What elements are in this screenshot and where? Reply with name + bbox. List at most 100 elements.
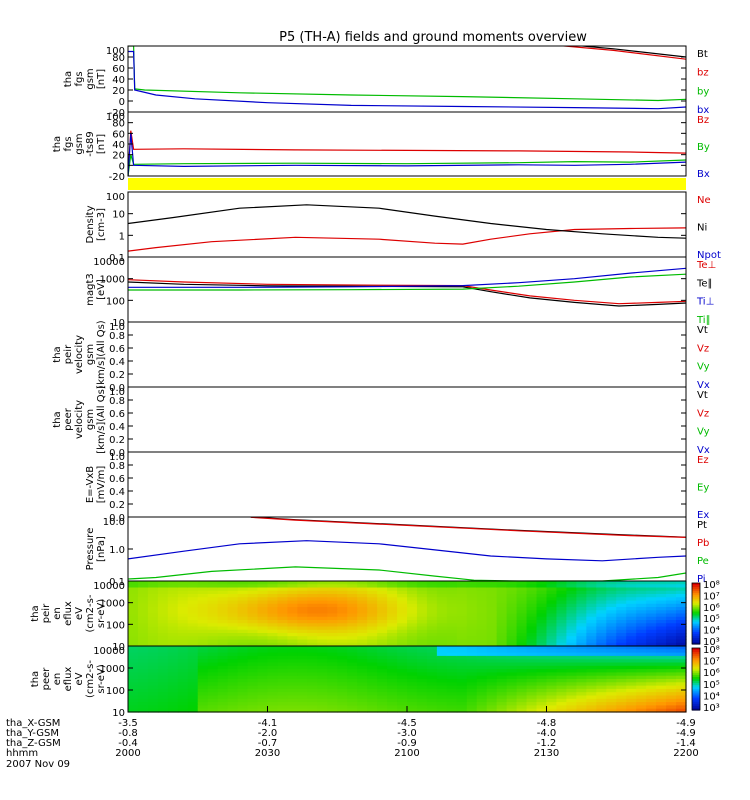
heatmap-cell bbox=[167, 597, 179, 602]
heatmap-cell bbox=[676, 682, 687, 687]
heatmap-cell bbox=[317, 590, 328, 595]
heatmap-cell bbox=[566, 692, 577, 697]
heatmap-cell bbox=[626, 679, 637, 683]
heatmap-cell bbox=[466, 623, 478, 628]
heatmap-cell bbox=[128, 692, 139, 697]
series-line-1-3 bbox=[128, 46, 686, 102]
heatmap-cell bbox=[157, 695, 169, 700]
heatmap-cell bbox=[646, 665, 657, 670]
heatmap-cell bbox=[626, 613, 637, 618]
colorbar-segment bbox=[692, 635, 700, 639]
heatmap-cell bbox=[596, 584, 607, 589]
heatmap-cell bbox=[666, 649, 677, 654]
heatmap-cell bbox=[526, 613, 538, 618]
y-tick-label: 10 bbox=[112, 210, 125, 221]
heatmap-cell bbox=[387, 633, 398, 637]
heatmap-cell bbox=[337, 587, 348, 592]
heatmap-cell bbox=[147, 649, 159, 654]
heatmap-cell bbox=[147, 590, 159, 595]
heatmap-cell bbox=[197, 590, 209, 595]
heatmap-cell bbox=[466, 665, 478, 670]
heatmap-cell bbox=[357, 581, 368, 585]
heatmap-cell bbox=[197, 682, 209, 687]
heatmap-cell bbox=[227, 642, 239, 647]
heatmap-cell bbox=[277, 665, 289, 670]
heatmap-cell bbox=[267, 679, 279, 683]
heatmap-cell bbox=[476, 603, 488, 608]
heatmap-cell bbox=[177, 613, 189, 618]
heatmap-cell bbox=[506, 688, 518, 693]
heatmap-cell bbox=[466, 597, 478, 602]
heatmap-cell bbox=[377, 649, 388, 654]
heatmap-cell bbox=[616, 649, 627, 654]
heatmap-cell bbox=[128, 623, 139, 628]
heatmap-cell bbox=[367, 652, 378, 657]
heatmap-cell bbox=[456, 642, 468, 647]
heatmap-cell bbox=[407, 672, 418, 677]
heatmap-cell bbox=[397, 679, 408, 683]
heatmap-cell bbox=[157, 682, 169, 687]
heatmap-cell bbox=[317, 665, 328, 670]
heatmap-cell bbox=[586, 603, 597, 608]
heatmap-cell bbox=[187, 708, 199, 713]
heatmap-cell bbox=[357, 708, 368, 713]
heatmap-cell bbox=[277, 603, 289, 608]
heatmap-cell bbox=[157, 590, 169, 595]
heatmap-cell bbox=[277, 702, 289, 706]
heatmap-cell bbox=[446, 679, 458, 683]
heatmap-cell bbox=[367, 702, 378, 706]
heatmap-cell bbox=[586, 702, 597, 706]
heatmap-cell bbox=[167, 685, 179, 690]
heatmap-cell bbox=[666, 655, 677, 660]
heatmap-cell bbox=[536, 603, 548, 608]
heatmap-cell bbox=[277, 616, 289, 621]
heatmap-cell bbox=[636, 613, 647, 618]
heatmap-cell bbox=[596, 600, 607, 605]
heatmap-cell bbox=[237, 629, 249, 634]
heatmap-cell bbox=[586, 610, 597, 615]
heatmap-cell bbox=[197, 610, 209, 615]
heatmap-cell bbox=[576, 642, 587, 647]
heatmap-cell bbox=[616, 692, 627, 697]
heatmap-cell bbox=[237, 639, 249, 644]
heatmap-cell bbox=[327, 682, 338, 687]
heatmap-cell bbox=[676, 610, 687, 615]
heatmap-cell bbox=[167, 672, 179, 677]
heatmap-cell bbox=[207, 679, 219, 683]
heatmap-cell bbox=[516, 616, 528, 621]
heatmap-cell bbox=[357, 603, 368, 608]
heatmap-cell bbox=[357, 620, 368, 624]
heatmap-cell bbox=[147, 623, 159, 628]
heatmap-cell bbox=[446, 652, 458, 657]
heatmap-cell bbox=[167, 610, 179, 615]
heatmap-cell bbox=[197, 642, 209, 647]
heatmap-cell bbox=[646, 594, 657, 598]
heatmap-cell bbox=[287, 600, 298, 605]
heatmap-cell bbox=[656, 581, 667, 585]
heatmap-cell bbox=[656, 639, 667, 644]
heatmap-cell bbox=[297, 620, 308, 624]
heatmap-cell bbox=[297, 708, 308, 713]
heatmap-cell bbox=[187, 669, 199, 673]
heatmap-cell bbox=[227, 649, 239, 654]
heatmap-cell bbox=[347, 613, 358, 618]
heatmap-cell bbox=[556, 669, 568, 673]
heatmap-cell bbox=[128, 613, 139, 618]
panel-frame bbox=[127, 321, 687, 388]
heatmap-cell bbox=[257, 607, 269, 611]
heatmap-cell bbox=[616, 708, 627, 713]
heatmap-cell bbox=[676, 613, 687, 618]
heatmap-cell bbox=[466, 705, 478, 710]
heatmap-cell bbox=[257, 695, 269, 700]
heatmap-cell bbox=[546, 620, 558, 624]
heatmap-cell bbox=[456, 679, 468, 683]
heatmap-cell bbox=[586, 669, 597, 673]
heatmap-cell bbox=[387, 600, 398, 605]
heatmap-cell bbox=[357, 705, 368, 710]
heatmap-cell bbox=[576, 662, 587, 667]
y-tick-label: 1.0 bbox=[109, 322, 125, 333]
heatmap-cell bbox=[367, 581, 378, 585]
heatmap-cell bbox=[267, 682, 279, 687]
heatmap-cell bbox=[347, 685, 358, 690]
